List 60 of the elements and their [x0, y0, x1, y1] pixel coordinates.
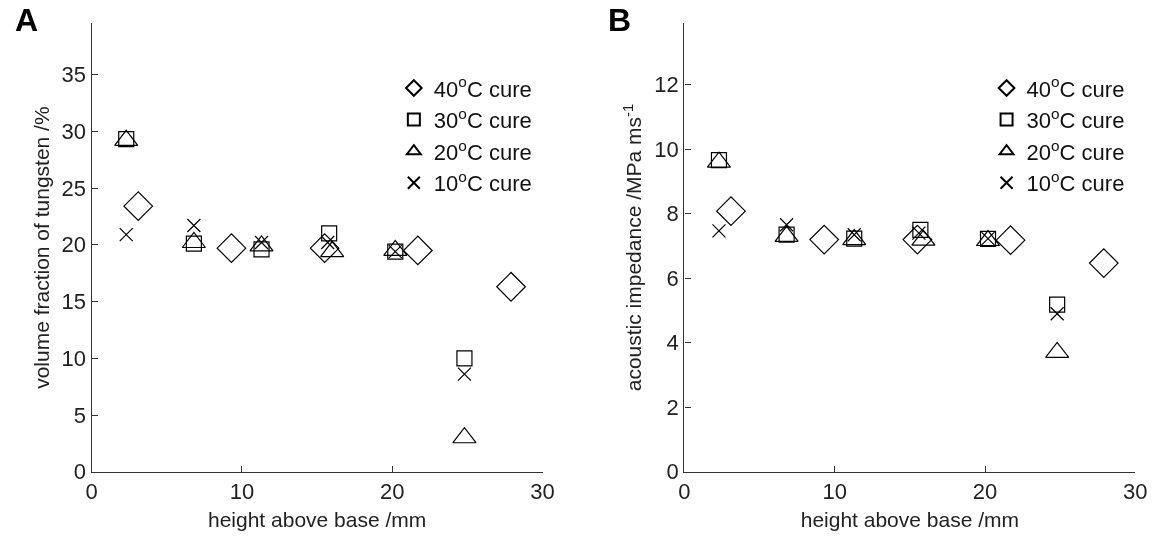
point — [118, 131, 135, 148]
y-tick-label: 35 — [61, 62, 87, 88]
y-tick-label: 15 — [61, 289, 87, 315]
y-tick-label: 4 — [666, 330, 679, 356]
point — [321, 225, 338, 242]
point — [456, 350, 473, 367]
legend-label: 30$^{o}$C cure — [433, 104, 532, 134]
point — [457, 367, 472, 382]
point — [186, 218, 201, 233]
x-tick-label: 30 — [530, 479, 555, 505]
y-tick-label: 12 — [654, 72, 679, 98]
point — [711, 223, 727, 238]
y-tick-label: 5 — [73, 402, 87, 428]
y-tick-label: 10 — [654, 136, 679, 162]
point — [253, 241, 270, 258]
x-tick-label: 10 — [822, 479, 847, 505]
point — [1088, 248, 1119, 278]
chart-title: A — [15, 2, 39, 38]
point — [779, 217, 794, 232]
point — [778, 226, 795, 243]
y-tick-label: 2 — [666, 394, 679, 420]
point — [402, 235, 433, 266]
x-tick-label: 20 — [972, 479, 998, 505]
y-axis-title: volume fraction of tungsten /% — [29, 106, 53, 389]
point — [716, 196, 746, 227]
point — [496, 271, 526, 302]
point — [710, 152, 728, 169]
legend-label: 40$^{o}$C cure — [433, 73, 532, 102]
y-tick-label: 0 — [73, 459, 87, 485]
point — [309, 233, 340, 264]
y-tick-label: 8 — [666, 201, 679, 227]
point — [185, 235, 202, 252]
y-tick-label: 0 — [666, 459, 679, 485]
legend-label: 30$^{o}$C cure — [1026, 104, 1125, 134]
y-tick-label: 10 — [61, 345, 87, 371]
legend-label: 20$^{o}$C cure — [433, 136, 532, 165]
point — [1045, 341, 1070, 359]
legend-label: 20$^{o}$C cure — [1026, 136, 1125, 165]
y-tick-label: 30 — [61, 118, 87, 144]
chart-title: B — [608, 2, 632, 38]
point — [1050, 306, 1065, 321]
point — [119, 227, 134, 242]
point — [912, 221, 929, 238]
y-tick-label: 20 — [61, 232, 87, 258]
legend-label: 40$^{o}$C cure — [1026, 73, 1125, 102]
point — [1049, 296, 1066, 313]
point — [123, 191, 154, 222]
y-tick-label: 25 — [61, 175, 87, 201]
point — [995, 225, 1026, 256]
x-axis-title: height above base /mm — [800, 507, 1019, 531]
legend-label: 10$^{o}$C cure — [433, 168, 532, 197]
point — [902, 224, 933, 255]
x-tick-label: 20 — [380, 479, 405, 505]
point — [216, 233, 247, 264]
point — [809, 224, 840, 255]
legend-label: 10$^{o}$C cure — [1026, 168, 1125, 197]
x-tick-label: 10 — [229, 479, 255, 505]
x-tick-label: 30 — [1123, 479, 1148, 505]
x-axis-title: height above base /mm — [207, 507, 427, 531]
y-tick-label: 6 — [666, 265, 679, 291]
